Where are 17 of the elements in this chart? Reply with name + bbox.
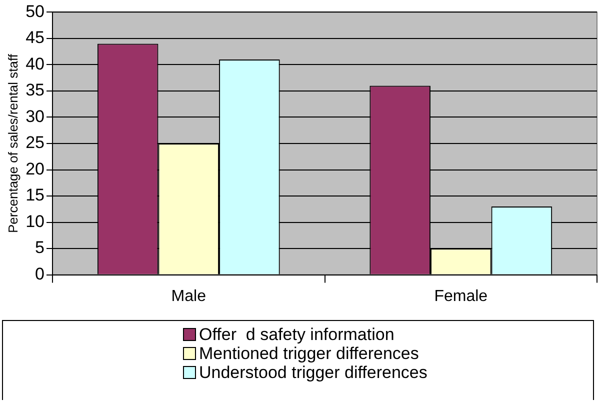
legend-label: Offer d safety information [199, 325, 394, 344]
y-tick-label: 30 [26, 106, 45, 126]
y-tick-label: 50 [26, 2, 45, 21]
y-tick-label: 35 [26, 80, 45, 100]
y-axis-title: Percentage of sales/rental staff [5, 54, 20, 233]
x-tick-label: Female [434, 288, 488, 305]
y-tick-label: 25 [26, 133, 45, 152]
y-tick-label: 10 [26, 212, 45, 231]
legend-label: Understood trigger differences [199, 363, 428, 382]
y-tick-label: 20 [26, 159, 45, 178]
legend-label: Mentioned trigger differences [199, 344, 419, 363]
y-tick-label: 5 [35, 238, 45, 258]
y-tick-label: 0 [35, 264, 45, 284]
y-tick-label: 45 [26, 28, 45, 48]
y-tick-label: 40 [26, 54, 45, 74]
y-tick-label: 15 [26, 186, 45, 205]
x-tick-label: Male [171, 288, 206, 305]
